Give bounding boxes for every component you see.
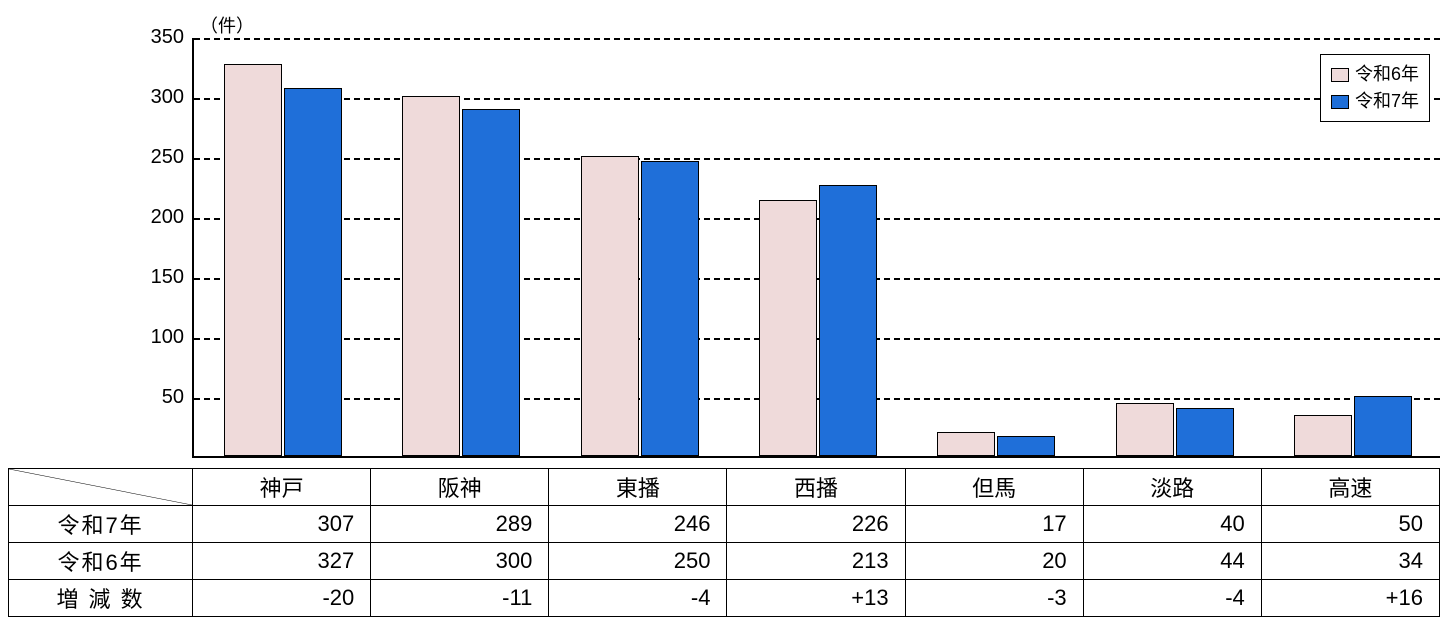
legend-swatch <box>1331 68 1349 82</box>
table-column-header: 神戸 <box>193 469 371 506</box>
grid-line <box>194 338 1440 340</box>
legend-label: 令和7年 <box>1355 88 1419 115</box>
legend-item: 令和7年 <box>1331 88 1419 115</box>
bar <box>402 96 460 456</box>
table-column-header: 東播 <box>549 469 727 506</box>
grid-line <box>194 278 1440 280</box>
table-row-header: 令和6年 <box>9 543 193 580</box>
table-cell: 213 <box>727 543 905 580</box>
plot-area <box>192 38 1440 458</box>
y-tick-label: 250 <box>134 146 184 169</box>
legend-item: 令和6年 <box>1331 61 1419 88</box>
bar <box>1354 396 1412 456</box>
grid-line <box>194 38 1440 40</box>
y-axis-unit: （件） <box>200 12 254 38</box>
bar <box>224 64 282 456</box>
y-tick-label: 100 <box>134 326 184 349</box>
bar <box>997 436 1055 456</box>
legend-swatch <box>1331 95 1349 109</box>
grid-line <box>194 158 1440 160</box>
y-tick-label: 50 <box>134 386 184 409</box>
chart-area: 50 100 150 200 250 300 350 （件） 令和6年令和7年 <box>8 8 1440 468</box>
legend-label: 令和6年 <box>1355 61 1419 88</box>
grid-line <box>194 398 1440 400</box>
table-row-header: 増 減 数 <box>9 580 193 617</box>
bar <box>284 88 342 456</box>
table-cell: 17 <box>905 506 1083 543</box>
data-table: 神戸阪神東播西播但馬淡路高速令和7年307289246226174050 令和6年… <box>8 468 1440 617</box>
table-column-header: 高速 <box>1261 469 1439 506</box>
table-cell: +13 <box>727 580 905 617</box>
y-tick-label: 350 <box>134 26 184 49</box>
table-cell: 300 <box>371 543 549 580</box>
table-corner-cell <box>9 469 193 506</box>
bar <box>759 200 817 456</box>
table-cell: -11 <box>371 580 549 617</box>
table-cell: 40 <box>1083 506 1261 543</box>
table-cell: 50 <box>1261 506 1439 543</box>
bar <box>819 185 877 456</box>
grid-line <box>194 98 1440 100</box>
table-cell: 307 <box>193 506 371 543</box>
y-tick-label: 150 <box>134 266 184 289</box>
bar <box>1176 408 1234 456</box>
table-cell: 34 <box>1261 543 1439 580</box>
legend: 令和6年令和7年 <box>1320 54 1430 122</box>
table-row-header: 令和7年 <box>9 506 193 543</box>
table-cell: 226 <box>727 506 905 543</box>
table-column-header: 阪神 <box>371 469 549 506</box>
table-cell: 289 <box>371 506 549 543</box>
bar <box>937 432 995 456</box>
table-column-header: 西播 <box>727 469 905 506</box>
bar <box>581 156 639 456</box>
table-cell: -20 <box>193 580 371 617</box>
bar <box>462 109 520 456</box>
bar <box>641 161 699 456</box>
table-cell: -4 <box>549 580 727 617</box>
table-cell: 246 <box>549 506 727 543</box>
table-cell: 44 <box>1083 543 1261 580</box>
table-cell: +16 <box>1261 580 1439 617</box>
figure-container: 50100150200250300350 （件） 令和6年令和7年 神戸阪神東播… <box>8 8 1440 617</box>
table-cell: 327 <box>193 543 371 580</box>
grid-line <box>194 218 1440 220</box>
table-cell: -3 <box>905 580 1083 617</box>
table-cell: 20 <box>905 543 1083 580</box>
bar <box>1116 403 1174 456</box>
bar <box>1294 415 1352 456</box>
table-column-header: 淡路 <box>1083 469 1261 506</box>
table-column-header: 但馬 <box>905 469 1083 506</box>
y-tick-label: 200 <box>134 206 184 229</box>
y-tick-label: 300 <box>134 86 184 109</box>
table-cell: -4 <box>1083 580 1261 617</box>
table-cell: 250 <box>549 543 727 580</box>
